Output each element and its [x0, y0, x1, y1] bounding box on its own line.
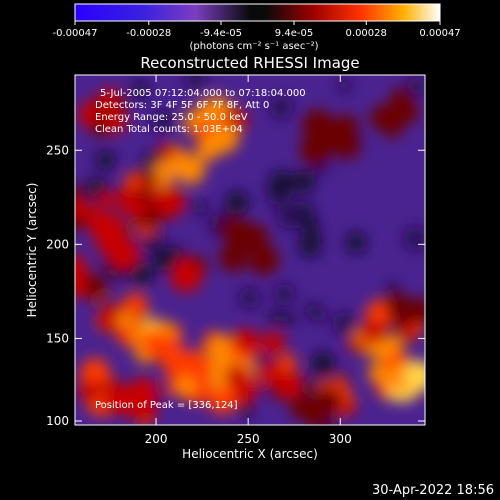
- colorbar-tick-label: -0.00028: [126, 28, 171, 39]
- y-tick-label: 100: [46, 414, 69, 428]
- x-axis-label: Heliocentric X (arcsec): [182, 447, 318, 461]
- annotation-line: Clean Total counts: 1.03E+04: [95, 124, 243, 135]
- colorbar-tick-label: 0.00028: [346, 28, 387, 39]
- y-tick-label: 150: [46, 331, 69, 345]
- timestamp: 30-Apr-2022 18:56: [372, 483, 494, 498]
- annotation-line: Energy Range: 25.0 - 50.0 keV: [95, 112, 248, 123]
- colorbar-tick-label: 0.00047: [419, 28, 460, 39]
- x-tick-label: 300: [329, 432, 352, 446]
- colorbar-tick-label: 9.4e-05: [275, 28, 313, 39]
- colorbar-ticks: -0.00047 -0.00028 -9.4e-05 9.4e-05 0.00028 0.…: [53, 21, 461, 39]
- y-axis-label: Heliocentric Y (arcsec): [25, 183, 39, 318]
- colorbar: [74, 3, 441, 22]
- annotation-line: Detectors: 3F 4F 5F 6F 7F 8F, Att 0: [95, 100, 269, 111]
- y-tick-label: 250: [46, 143, 69, 157]
- annotations: 5-Jul-2005 07:12:04.000 to 07:18:04.000D…: [95, 88, 306, 135]
- heatmap-image: [75, 75, 425, 425]
- chart-title: Reconstructed RHESSI Image: [140, 54, 359, 72]
- annotation-line: 5-Jul-2005 07:12:04.000 to 07:18:04.000: [100, 88, 306, 99]
- colorbar-tick-label: -9.4e-05: [200, 28, 242, 39]
- plot-frame: [74, 74, 426, 426]
- peak-position-label: Position of Peak = [336,124]: [95, 400, 238, 411]
- colorbar-unit-label: (photons cm⁻² s⁻¹ asec⁻²): [189, 41, 318, 52]
- x-tick-label: 250: [237, 432, 260, 446]
- x-tick-label: 200: [145, 432, 168, 446]
- y-tick-label: 200: [46, 237, 69, 251]
- axes: 200 250 300 100 150 200 250: [46, 75, 425, 446]
- colorbar-tick-label: -0.00047: [53, 28, 98, 39]
